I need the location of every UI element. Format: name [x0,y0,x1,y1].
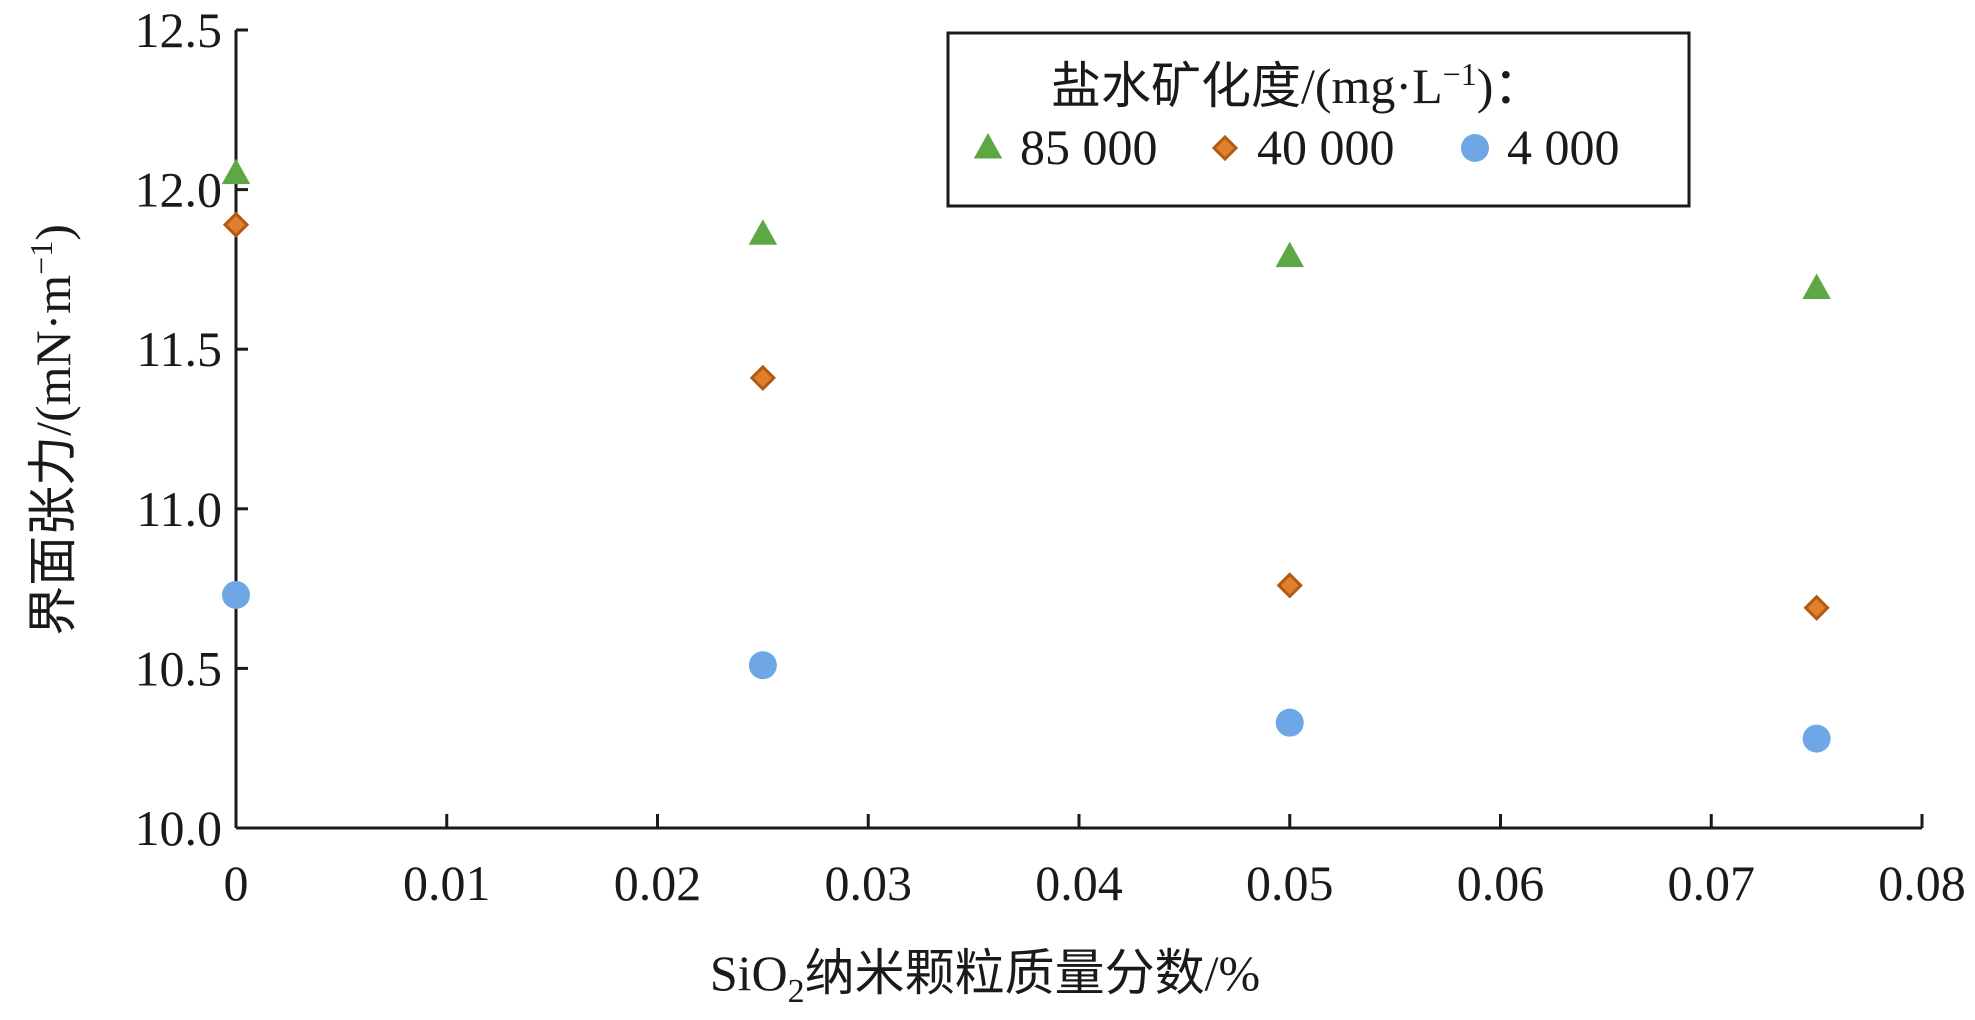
point-triangle-2 [1275,241,1304,268]
point-diamond-1 [749,364,776,392]
y-tick-label: 10.0 [135,800,223,856]
legend-box [946,31,1691,208]
point-diamond-3 [1803,594,1830,621]
legend-marker-diamond [1211,134,1239,162]
x-tick-label: 0.02 [614,855,702,911]
x-tick-label: 0.01 [403,855,491,911]
x-tick-label: 0.05 [1246,855,1334,911]
legend-marker-circle [1461,134,1489,162]
legend-label-triangle: 85 000 [1020,119,1158,175]
legend-title: 盐水矿化度/(mg·L−1)： [1051,56,1543,114]
x-tick-label: 0.04 [1035,855,1123,911]
legend-label-circle: 4 000 [1507,119,1620,175]
y-tick-label: 12.0 [135,162,223,218]
y-tick-label: 12.5 [135,2,223,58]
legend: 盐水矿化度/(mg·L−1)： 85 000 40 000 4 000 [946,31,1691,208]
data-points [221,158,1831,753]
x-axis-title: SiO2纳米颗粒质量分数/% [710,945,1260,1010]
x-tick-label: 0.03 [825,855,913,911]
legend-marker-triangle [973,133,1003,159]
y-axis-title: 界面张力/(mN·m−1) [23,224,81,636]
point-circle-1 [748,651,777,680]
point-circle-0 [222,580,250,609]
x-tick-label: 0 [224,855,249,911]
point-triangle-3 [1802,273,1831,300]
y-tick-label: 10.5 [135,640,223,696]
x-tick-label: 0.08 [1878,855,1966,911]
x-tick-label: 0.06 [1457,855,1545,911]
point-diamond-0 [222,211,250,238]
point-diamond-2 [1276,572,1303,599]
y-tick-label: 11.5 [136,321,222,377]
x-ticks: 0 0.01 0.02 0.03 0.04 0.05 0.06 0.07 0.08 [224,814,1966,911]
point-triangle-1 [748,219,778,245]
y-ticks: 10.0 10.5 11.0 11.5 12.0 12.5 [135,2,248,856]
y-tick-label: 11.0 [136,481,222,537]
x-tick-label: 0.07 [1668,855,1756,911]
legend-label-diamond: 40 000 [1257,119,1395,175]
legend-items: 85 000 40 000 4 000 [973,119,1620,175]
point-triangle-0 [221,158,251,185]
point-circle-3 [1802,724,1831,753]
point-circle-2 [1275,708,1304,737]
